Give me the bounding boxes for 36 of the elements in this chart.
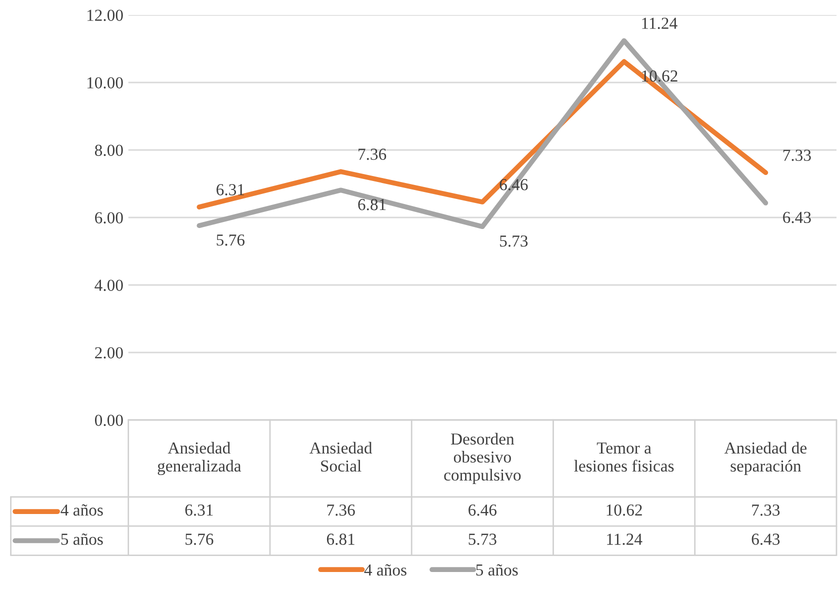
y-tick-label: 0.00 [94, 414, 123, 426]
x-tick-label: Desorden obsesivo compulsivo [444, 432, 521, 484]
data-label: 7.36 [327, 504, 355, 516]
x-tick-label: Ansiedad de separación [724, 442, 807, 476]
x-tick-label: Temor a lesiones fisicas [574, 442, 674, 472]
legend-label: 4 años [60, 504, 103, 516]
line-series [196, 59, 768, 210]
data-label: 5.76 [186, 534, 214, 545]
annotation: 6.81 [358, 198, 386, 210]
data-label: 6.81 [326, 534, 354, 545]
annotation: 11.24 [642, 18, 678, 30]
data-label: 7.33 [752, 504, 780, 516]
annotation: 7.36 [358, 148, 386, 160]
line-series [196, 38, 768, 230]
annotation: 5.73 [500, 235, 528, 247]
y-tick-label: 2.00 [95, 347, 123, 359]
text: 4 años [364, 564, 406, 576]
annotation: 7.33 [783, 150, 811, 161]
annotation: 6.43 [783, 212, 811, 224]
data-label: 11.24 [607, 534, 642, 545]
y-tick-label: 10.00 [87, 77, 123, 89]
data-label: 6.31 [185, 504, 213, 516]
y-tick-label: 4.00 [94, 280, 123, 292]
annotation: 5.76 [216, 234, 245, 246]
data-label: 10.62 [606, 504, 642, 516]
data-label: 6.46 [468, 504, 497, 516]
x-tick-label: Ansiedad Social [309, 442, 372, 472]
data-label: 5.73 [468, 534, 496, 545]
data-label: 6.43 [752, 534, 780, 545]
x-tick-label: Ansiedad generalizada [158, 442, 242, 476]
y-tick-label: 12.00 [87, 10, 123, 22]
legend-label: 5 años [61, 533, 103, 545]
y-tick-label: 6.00 [95, 212, 123, 224]
annotation: 6.31 [216, 184, 244, 196]
y-tick-label: 8.00 [94, 144, 123, 156]
text: 5 años [476, 564, 518, 576]
